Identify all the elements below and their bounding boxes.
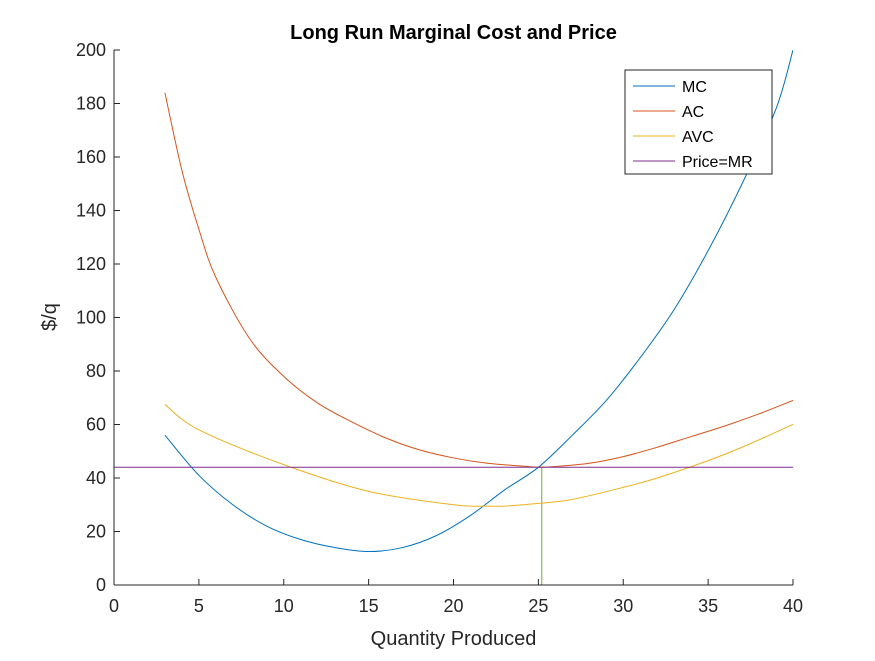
y-tick-label: 200: [76, 40, 106, 60]
y-tick-label: 140: [76, 201, 106, 221]
series-line-avc: [164, 404, 793, 507]
series-line-ac: [164, 92, 793, 468]
x-tick-label: 0: [109, 596, 119, 616]
y-tick-label: 100: [76, 308, 106, 328]
y-tick-label: 80: [86, 361, 106, 381]
x-tick-label: 40: [783, 596, 803, 616]
y-tick-label: 0: [96, 575, 106, 595]
x-tick-label: 15: [359, 596, 379, 616]
y-tick-label: 180: [76, 94, 106, 114]
x-tick-label: 35: [698, 596, 718, 616]
y-axis-label: $/q: [39, 303, 61, 331]
legend-box: [624, 69, 773, 175]
x-tick-label: 20: [443, 596, 463, 616]
series-line-mc: [164, 50, 793, 553]
y-tick-label: 120: [76, 254, 106, 274]
y-tick-label: 40: [86, 468, 106, 488]
axes-layer: 0 5 10 15 20 25 30 35 40 0 20 40 60 80 100 120 140 160 180…: [76, 40, 803, 616]
chart-title: Long Run Marginal Cost and Price: [290, 22, 617, 44]
legend: MC AC AVC Price=MR: [624, 69, 773, 175]
plot-area: [114, 50, 793, 585]
legend-entry: Price=MR: [682, 154, 753, 171]
x-axis-label: Quantity Produced: [371, 628, 537, 650]
x-tick-label: 5: [194, 596, 204, 616]
legend-entry: AVC: [682, 129, 714, 146]
x-tick-label: 30: [613, 596, 633, 616]
x-tick-label: 25: [528, 596, 548, 616]
curves-layer: [114, 50, 793, 585]
y-tick-label: 20: [86, 522, 106, 542]
y-tick-label: 60: [86, 415, 106, 435]
legend-entry: AC: [682, 104, 704, 121]
x-tick-label: 10: [274, 596, 294, 616]
y-tick-label: 160: [76, 147, 106, 167]
legend-entry: MC: [682, 79, 707, 96]
